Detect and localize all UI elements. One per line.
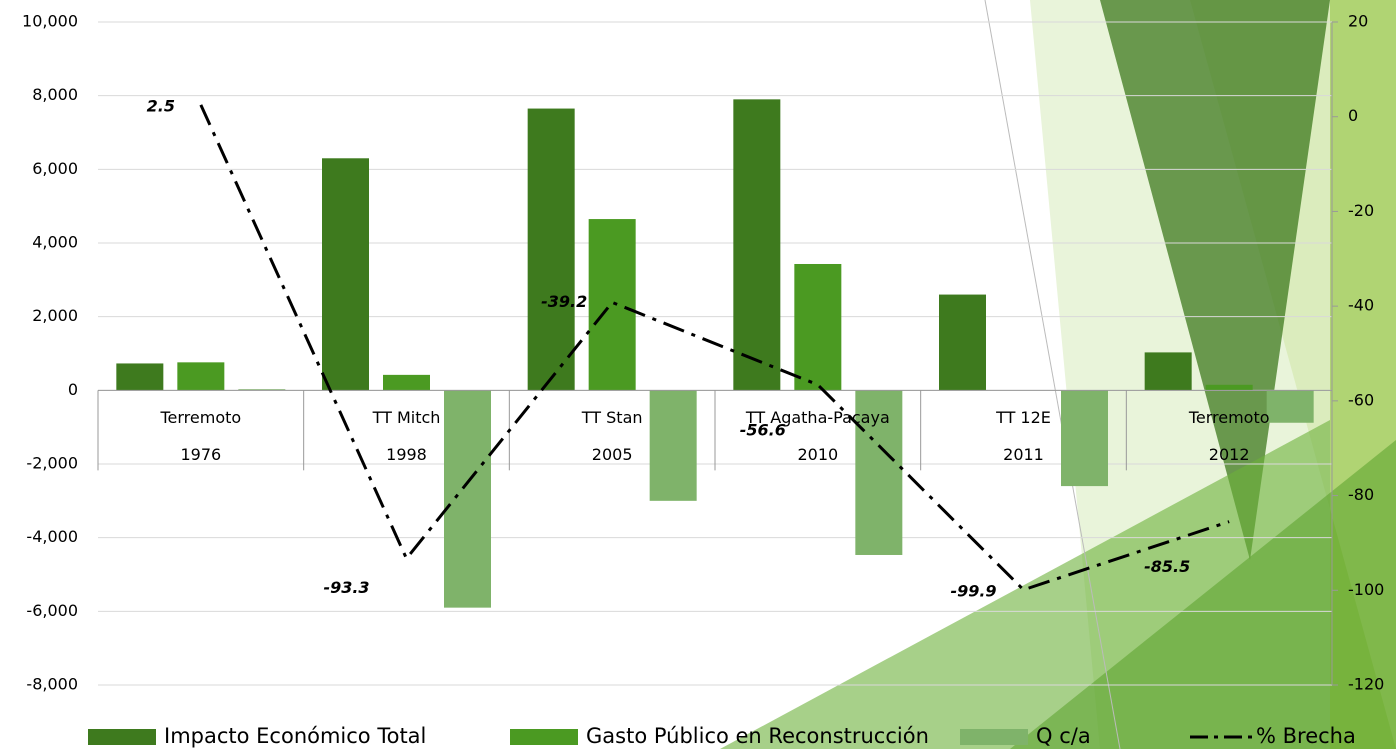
bar xyxy=(527,108,575,391)
y-tick-label: 8,000 xyxy=(32,85,78,104)
y2-tick-label: -40 xyxy=(1348,296,1374,315)
y-tick-label: -2,000 xyxy=(26,454,78,473)
bar xyxy=(383,374,430,391)
bar xyxy=(939,294,986,391)
y2-tick-label: -120 xyxy=(1348,675,1384,694)
y-tick-label: -8,000 xyxy=(26,675,78,694)
x-tick-label: TT Mitch xyxy=(372,408,441,427)
y2-tick-label: -20 xyxy=(1348,201,1374,220)
bar xyxy=(1205,384,1253,391)
bar xyxy=(116,363,164,391)
x-tick-label: TT Stan xyxy=(581,408,643,427)
y2-tick-label: 0 xyxy=(1348,106,1358,125)
bar xyxy=(1266,390,1314,423)
y2-tick-label: -80 xyxy=(1348,485,1374,504)
x-tick-label: 2010 xyxy=(797,445,838,464)
y-tick-label: 2,000 xyxy=(32,306,78,325)
bar xyxy=(322,158,369,391)
y-tick-label: 6,000 xyxy=(32,159,78,178)
bar xyxy=(1061,390,1108,487)
bar xyxy=(238,389,286,391)
x-tick-label: 2005 xyxy=(592,445,633,464)
y-tick-label: -4,000 xyxy=(26,527,78,546)
x-tick-label: 1998 xyxy=(386,445,427,464)
legend-label: % Brecha xyxy=(1256,724,1356,748)
data-label: -56.6 xyxy=(740,420,786,439)
data-label: -85.5 xyxy=(1144,557,1190,576)
bar xyxy=(588,219,636,391)
legend-swatch xyxy=(960,729,1028,745)
x-tick-label: Terremoto xyxy=(159,408,241,427)
bar xyxy=(1144,352,1192,391)
legend-swatch xyxy=(510,729,578,745)
y2-tick-label: -100 xyxy=(1348,580,1384,599)
data-label: -39.2 xyxy=(541,292,587,311)
data-label: -93.3 xyxy=(323,578,369,597)
y-tick-label: 0 xyxy=(68,380,78,399)
x-tick-label: TT 12E xyxy=(995,408,1051,427)
bar xyxy=(794,263,842,391)
bar xyxy=(649,390,697,501)
line xyxy=(199,104,1230,592)
legend-label: Impacto Económico Total xyxy=(164,724,426,748)
bar xyxy=(444,390,491,608)
x-tick-label: 2012 xyxy=(1209,445,1250,464)
legend-swatch xyxy=(88,729,156,745)
y-tick-label: 4,000 xyxy=(32,233,78,252)
x-tick-label: 1976 xyxy=(180,445,221,464)
legend-label: Q c/a xyxy=(1036,724,1091,748)
y-tick-label: -6,000 xyxy=(26,601,78,620)
legend-label: Gasto Público en Reconstrucción xyxy=(586,724,929,748)
bar xyxy=(177,362,225,391)
y2-tick-label: 20 xyxy=(1348,12,1368,31)
x-tick-label: 2011 xyxy=(1003,445,1044,464)
y2-tick-label: -60 xyxy=(1348,390,1374,409)
bar xyxy=(855,390,903,555)
x-tick-label: Terremoto xyxy=(1188,408,1270,427)
data-label: -99.9 xyxy=(950,581,996,600)
data-label: 2.5 xyxy=(147,96,175,115)
decoration xyxy=(720,0,1396,749)
bar xyxy=(733,99,781,391)
y-tick-label: 10,000 xyxy=(22,12,78,31)
